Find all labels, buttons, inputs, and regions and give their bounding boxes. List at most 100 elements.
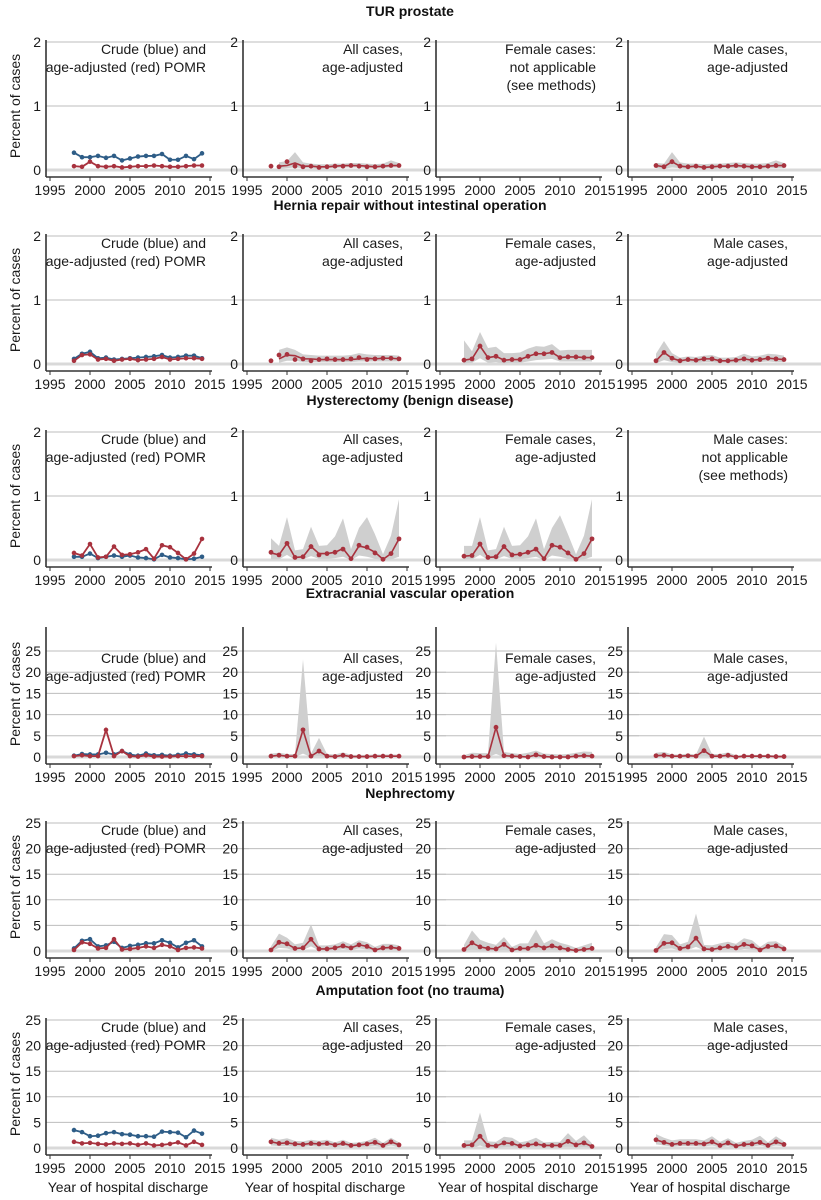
- panel-adjusted: 0 1 2 1995 2000 2005 2010 2015 All cases, age-adj…: [230, 34, 446, 198]
- adjusted-point: [565, 354, 571, 360]
- adjusted-series-point: [87, 1140, 93, 1146]
- adjusted-series-point: [159, 1142, 165, 1148]
- adjusted-point: [380, 945, 386, 951]
- panel-annotation: Female cases,: [505, 235, 596, 251]
- adjusted-point: [380, 753, 386, 759]
- adjusted-series-point: [151, 556, 157, 562]
- adjusted-series-point: [191, 753, 197, 759]
- adjusted-series-point: [119, 357, 125, 362]
- x-tick-label: 2000: [656, 572, 687, 588]
- adjusted-series-point: [79, 164, 85, 170]
- adjusted-series-point: [95, 357, 101, 362]
- adjusted-series-point: [111, 1141, 117, 1146]
- y-tick-label: 15: [222, 1063, 238, 1079]
- adjusted-point: [693, 935, 699, 941]
- adjusted-series-point: [191, 945, 197, 950]
- y-tick-label: 2: [230, 228, 238, 244]
- adjusted-point: [573, 354, 579, 360]
- adjusted-point: [461, 553, 467, 559]
- adjusted-point: [316, 946, 322, 952]
- y-axis-label: Percent of cases: [7, 444, 23, 548]
- x-tick-label: 2010: [736, 963, 767, 979]
- adjusted-point: [653, 358, 659, 364]
- x-tick-label: 2015: [584, 182, 615, 198]
- adjusted-point: [717, 358, 723, 364]
- adjusted-point: [541, 1143, 547, 1148]
- adjusted-point: [709, 164, 715, 170]
- adjusted-series-point: [167, 357, 173, 362]
- y-tick-label: 2: [230, 424, 238, 440]
- panel-annotation: Female cases:: [505, 41, 596, 57]
- crude-series-point: [159, 552, 165, 558]
- panel-annotation: Crude (blue) and: [101, 822, 206, 838]
- crude-series-point: [71, 1127, 77, 1133]
- adjusted-point: [356, 942, 362, 948]
- x-tick-label: 2010: [154, 182, 185, 198]
- adjusted-series-point: [119, 1141, 125, 1147]
- adjusted-series-point: [183, 557, 189, 562]
- x-tick-label: 2015: [584, 769, 615, 785]
- crude-series-point: [159, 1129, 165, 1134]
- x-tick-label: 2010: [351, 1160, 382, 1176]
- adjusted-point: [781, 357, 787, 362]
- adjusted-series-point: [167, 1141, 173, 1147]
- adjusted-point: [396, 163, 402, 168]
- x-tick-label: 2005: [504, 376, 535, 392]
- panel-adjusted: 0 1 2 1995 2000 2005 2010 2015 Male cases, age-ad…: [615, 34, 821, 198]
- x-tick-label: 2000: [464, 182, 495, 198]
- adjusted-point: [589, 355, 595, 360]
- adjusted-point: [292, 163, 298, 169]
- y-tick-label: 20: [222, 1038, 238, 1054]
- adjusted-point: [461, 947, 467, 952]
- adjusted-point: [741, 356, 747, 362]
- adjusted-point: [709, 753, 715, 759]
- adjusted-point: [276, 352, 282, 358]
- x-axis-label: Year of hospital discharge: [630, 1179, 791, 1195]
- panel-annotation: All cases,: [343, 41, 403, 57]
- y-tick-label: 5: [615, 728, 623, 744]
- y-tick-label: 5: [230, 728, 238, 744]
- adjusted-point: [292, 946, 298, 951]
- adjusted-series-point: [191, 163, 197, 168]
- y-tick-label: 0: [423, 356, 431, 372]
- adjusted-series-line: [73, 726, 202, 758]
- adjusted-series-point: [191, 1139, 197, 1145]
- panel-annotation: age-adjusted (red) POMR: [46, 253, 206, 269]
- y-axis-label: Percent of cases: [7, 835, 23, 939]
- panel-annotation: age-adjusted (red) POMR: [46, 840, 206, 856]
- x-tick-label: 2005: [114, 376, 145, 392]
- adjusted-point: [653, 163, 659, 168]
- adjusted-point: [685, 944, 691, 950]
- adjusted-point: [340, 546, 346, 552]
- crude-series-point: [167, 1129, 173, 1135]
- y-tick-label: 0: [615, 1140, 623, 1156]
- adjusted-point: [533, 351, 539, 357]
- crude-series-point: [175, 1130, 181, 1135]
- x-tick-label: 1995: [231, 376, 262, 392]
- crude-series-point: [135, 555, 141, 560]
- panel-adjusted: 0 1 2 1995 2000 2005 2010 2015 All cases, age-adj…: [230, 228, 446, 392]
- adjusted-point: [749, 943, 755, 949]
- y-tick-label: 20: [415, 841, 431, 857]
- adjusted-point: [765, 163, 771, 169]
- panel-crude: 0 1 2 1995 2000 2005 2010 2015 Crude (blue) and a…: [33, 228, 249, 392]
- x-tick-label: 2000: [656, 1160, 687, 1176]
- x-tick-label: 2015: [584, 572, 615, 588]
- panel-annotation: age-adjusted: [707, 840, 788, 856]
- adjusted-point: [653, 1137, 659, 1143]
- x-tick-label: 2005: [311, 182, 342, 198]
- y-tick-label: 0: [230, 749, 238, 765]
- row-title: Hernia repair without intestinal operati…: [273, 197, 546, 213]
- y-tick-label: 25: [415, 643, 431, 659]
- adjusted-series-point: [103, 356, 109, 362]
- y-tick-label: 0: [615, 943, 623, 959]
- x-tick-label: 2015: [194, 572, 225, 588]
- adjusted-series-point: [79, 939, 85, 945]
- y-tick-label: 1: [33, 488, 41, 504]
- adjusted-point: [669, 355, 675, 361]
- x-tick-label: 1995: [231, 182, 262, 198]
- y-tick-label: 15: [415, 1063, 431, 1079]
